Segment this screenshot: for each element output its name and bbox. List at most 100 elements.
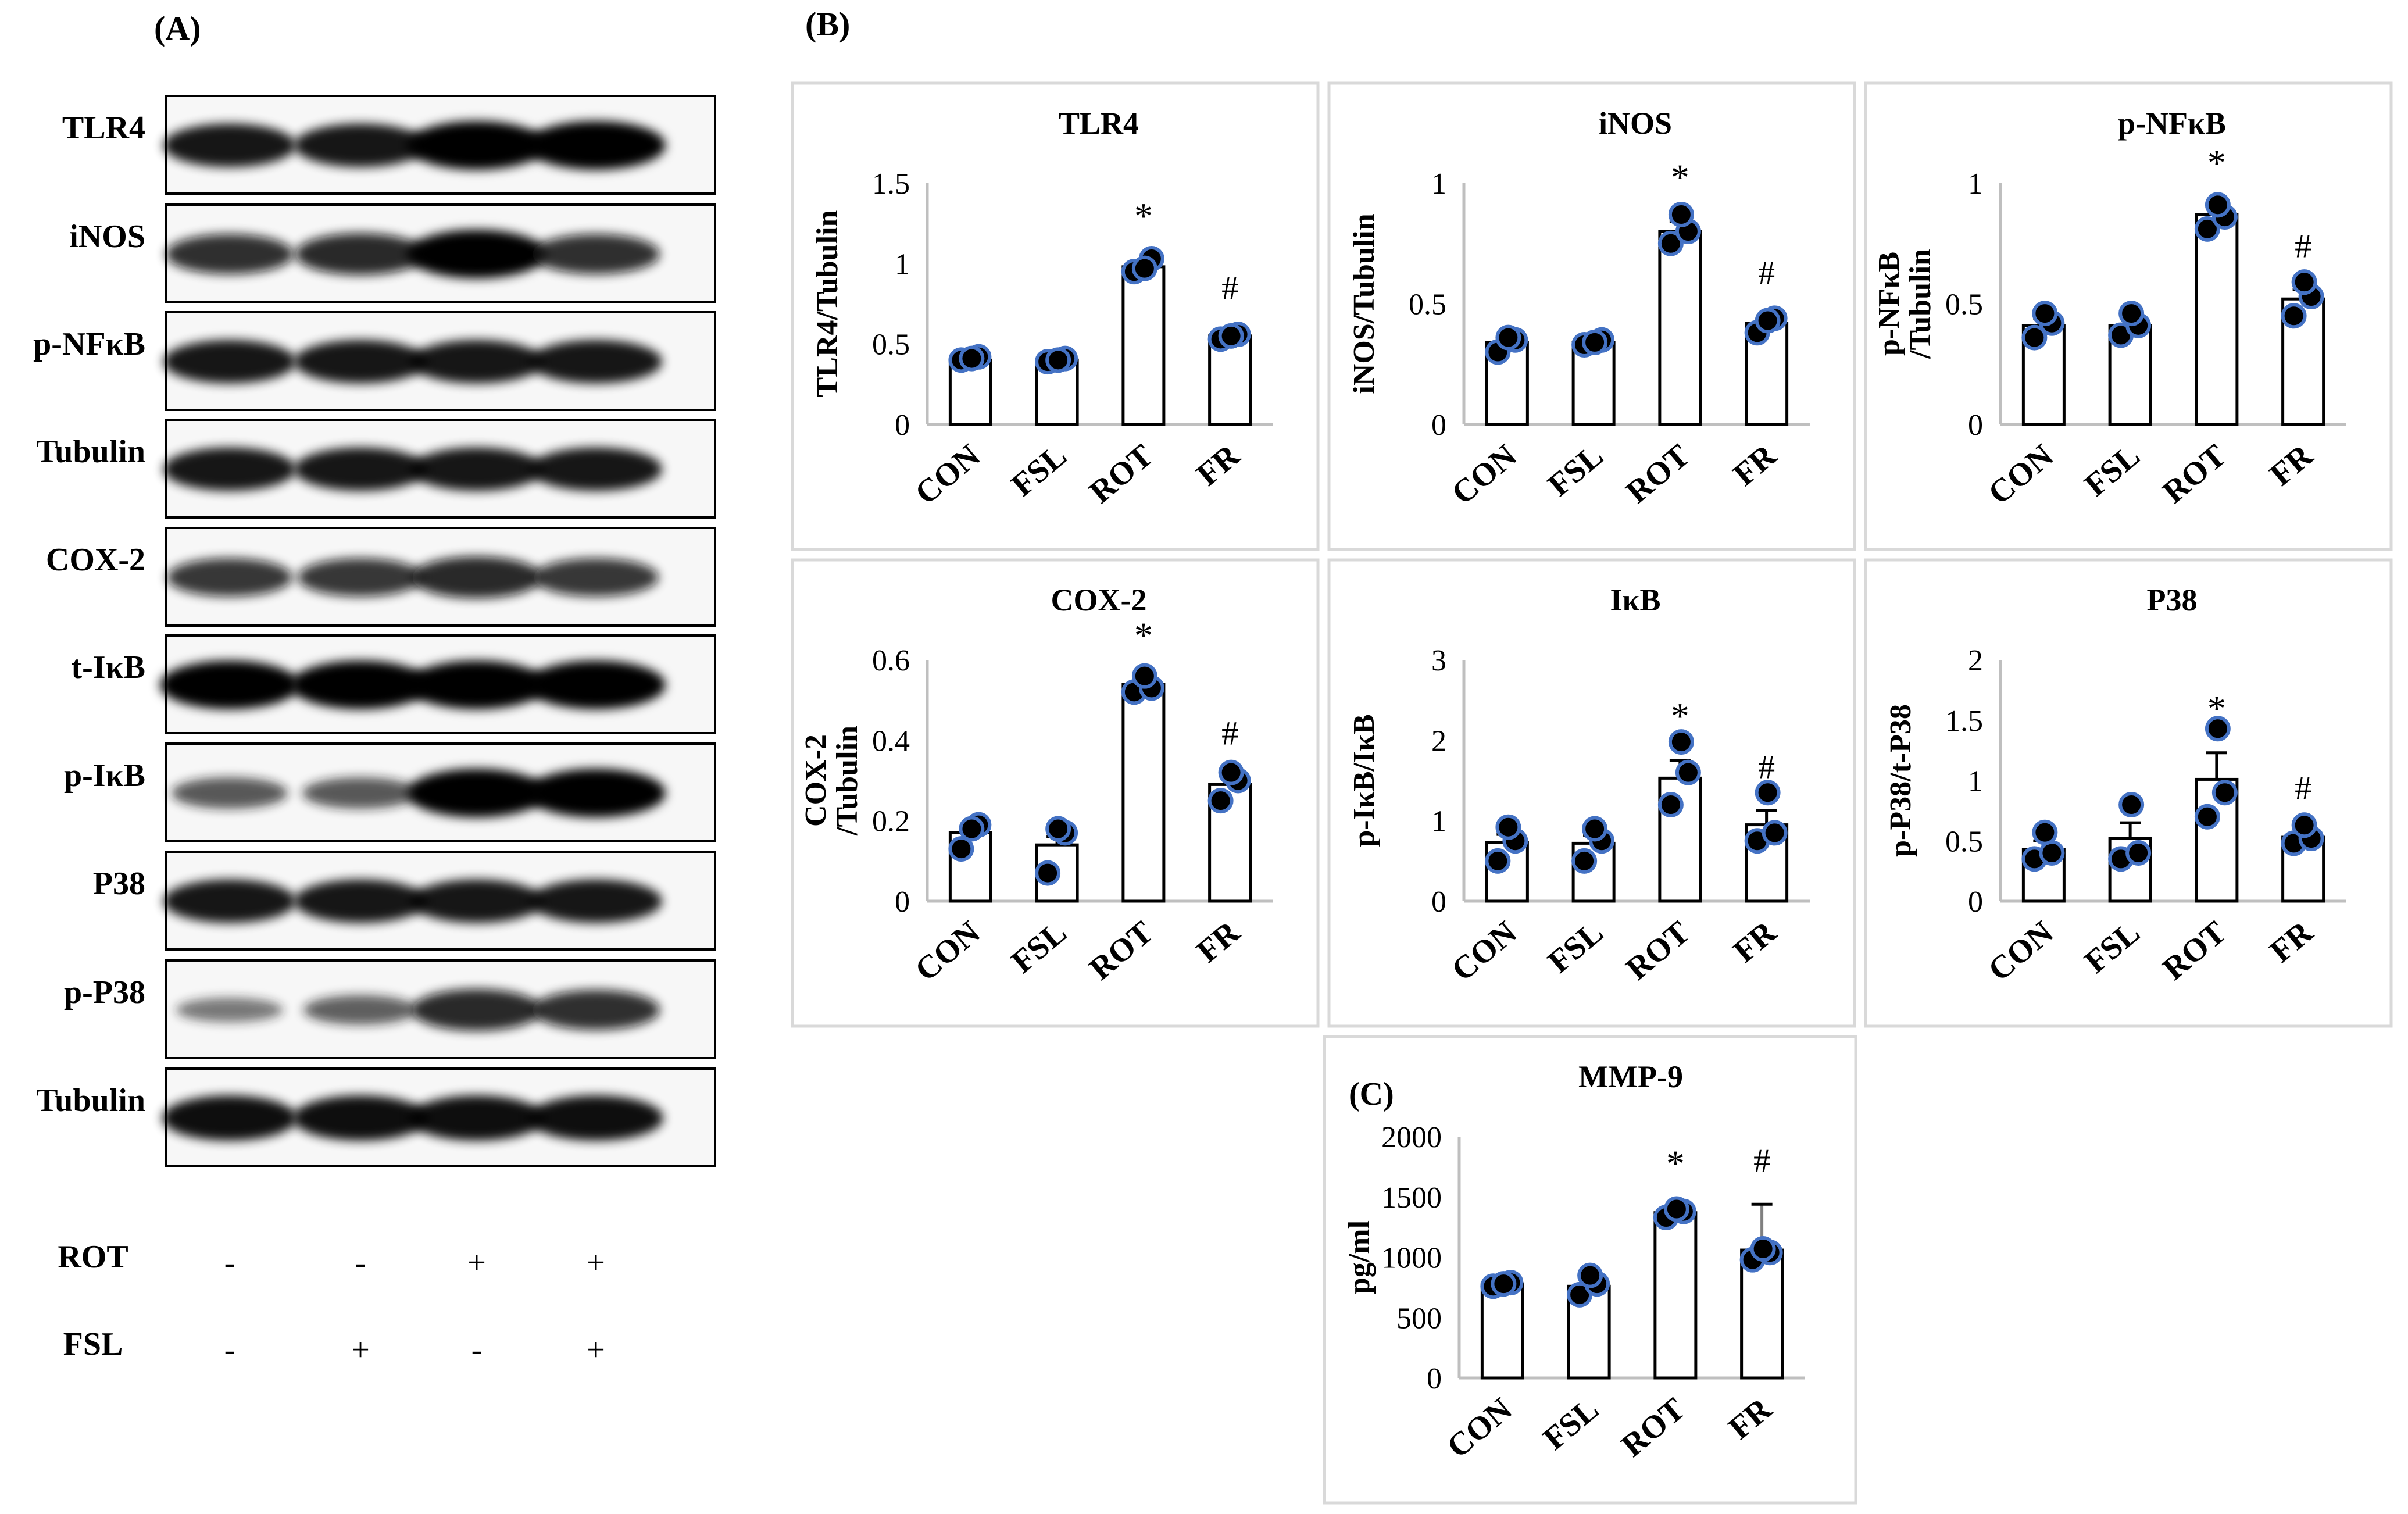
data-point <box>1675 759 1701 785</box>
treatment-sign: + <box>587 1332 605 1368</box>
panel-frame <box>791 81 1320 551</box>
y-tick-label: 2 <box>1968 644 1983 677</box>
significance-mark: # <box>1221 269 1238 307</box>
y-tick-label: 1 <box>1968 167 1983 201</box>
y-tick-label: 1 <box>1431 167 1446 201</box>
data-point <box>1762 820 1788 846</box>
significance-mark: # <box>1221 715 1238 752</box>
panel-c-label: (C) <box>1349 1076 1394 1112</box>
blot-band <box>298 558 423 597</box>
y-axis-label: p-NFκB/Tubulin <box>1873 249 1937 359</box>
data-point <box>1663 1196 1689 1222</box>
data-point <box>948 836 974 862</box>
data-point <box>1045 816 1071 842</box>
y-tick-label: 0 <box>1431 409 1446 442</box>
blot-band <box>412 989 542 1031</box>
y-tick-label: 2000 <box>1381 1121 1442 1154</box>
treatment-sign: - <box>355 1245 366 1281</box>
blot-band <box>162 1095 297 1141</box>
treatment-sign: - <box>224 1245 235 1281</box>
y-axis-label: iNOS/Tubulin <box>1348 213 1381 394</box>
y-axis-label: p-P38/t-P38 <box>1884 704 1917 857</box>
panel-a-label: (A) <box>154 9 201 47</box>
y-axis-label: TLR4/Tubulin <box>811 210 844 397</box>
blot-band <box>163 447 296 491</box>
treatment-label-fsl: FSL <box>63 1326 123 1362</box>
y-tick-label: 1.5 <box>872 167 910 201</box>
data-point <box>2125 840 2152 866</box>
bar-rot <box>1121 683 1166 903</box>
blot-label-tubulin: Tubulin <box>36 434 145 470</box>
data-point <box>1582 816 1608 842</box>
bar-rot <box>2195 213 2239 426</box>
blot-band <box>160 660 299 709</box>
blot-band <box>532 990 660 1030</box>
data-point <box>1485 848 1511 874</box>
blot-band <box>407 660 546 709</box>
y-tick-label: 0.6 <box>872 644 910 677</box>
data-point <box>1755 308 1781 334</box>
y-tick-label: 1.5 <box>1945 705 1983 738</box>
y-tick-label: 0.5 <box>1409 288 1446 322</box>
blot-band <box>407 230 546 278</box>
blot-label-p-p38: p-P38 <box>64 974 145 1010</box>
bar-rot <box>1653 1211 1698 1380</box>
data-point <box>2205 192 2231 218</box>
blot-label-tubulin: Tubulin <box>36 1083 145 1119</box>
significance-mark: # <box>1758 253 1775 291</box>
y-tick-label: 0.2 <box>872 805 910 838</box>
blot-band <box>294 447 427 491</box>
data-point <box>2039 840 2065 866</box>
data-point <box>1131 663 1157 689</box>
y-tick-label: 500 <box>1396 1302 1442 1335</box>
chart-title: IκB <box>1610 583 1660 617</box>
data-point <box>1131 255 1157 281</box>
y-tick-label: 0 <box>1968 409 1983 442</box>
chart-title: MMP-9 <box>1578 1059 1683 1094</box>
blot-label-inos: iNOS <box>69 219 145 255</box>
blot-band <box>410 447 543 491</box>
data-point <box>1495 324 1521 351</box>
significance-mark: # <box>1753 1142 1770 1180</box>
data-point <box>1045 347 1071 373</box>
data-point <box>1491 1271 1517 1297</box>
y-axis-label: p-IκB/IκB <box>1348 714 1381 847</box>
blot-band <box>528 1095 663 1141</box>
y-tick-label: 0.5 <box>872 328 910 362</box>
y-tick-label: 0.4 <box>872 724 910 758</box>
data-point <box>2281 303 2307 329</box>
y-tick-label: 1500 <box>1381 1181 1442 1215</box>
chart-title: P38 <box>2147 583 2198 617</box>
blot-band <box>526 121 666 170</box>
y-axis-label: pg/ml <box>1343 1220 1376 1294</box>
bar-rot <box>1658 230 1702 426</box>
treatment-sign: - <box>471 1332 483 1368</box>
data-point <box>2205 716 2231 742</box>
blot-label-p-nf-b: p-NFκB <box>33 326 145 362</box>
data-point <box>2211 780 2238 806</box>
blot-band <box>294 123 427 167</box>
data-point <box>2194 216 2220 242</box>
blot-band <box>530 879 662 923</box>
data-point <box>1218 323 1244 349</box>
data-point <box>1571 848 1598 874</box>
significance-mark: # <box>1758 748 1775 786</box>
treatment-sign: + <box>587 1245 605 1281</box>
blot-band <box>407 769 546 817</box>
treatment-label-rot: ROT <box>58 1239 128 1275</box>
data-point <box>2032 301 2058 327</box>
data-point <box>2032 819 2058 845</box>
blot-band <box>533 558 659 597</box>
data-point <box>1750 1236 1776 1262</box>
data-point <box>1207 788 1234 814</box>
blot-label-p38: P38 <box>93 866 145 902</box>
y-axis-label: COX-2/Tubulin <box>799 726 864 836</box>
blot-label-p-i-b: p-IκB <box>64 758 145 794</box>
treatment-sign: - <box>224 1332 235 1368</box>
blot-band <box>163 123 296 167</box>
y-tick-label: 0 <box>1968 885 1983 919</box>
panel-b-label: (B) <box>805 5 851 43</box>
data-point <box>1218 759 1244 785</box>
